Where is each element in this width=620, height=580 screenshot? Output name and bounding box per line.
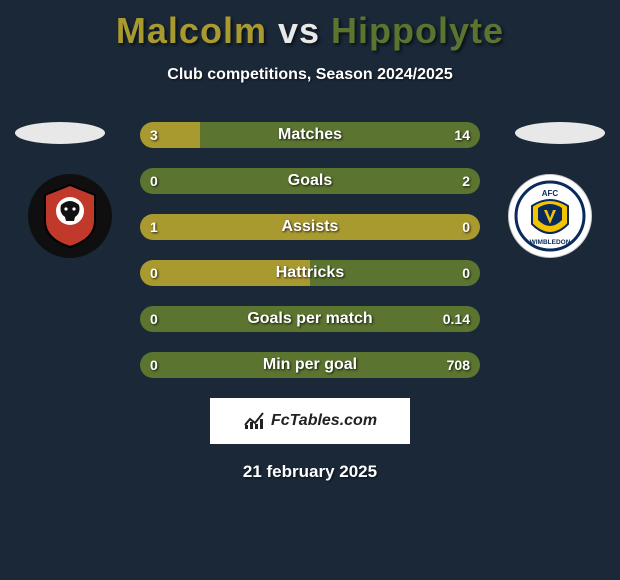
shield-lion-icon bbox=[41, 183, 99, 249]
brand-text: FcTables.com bbox=[271, 412, 377, 430]
page-title: Malcolm vs Hippolyte bbox=[0, 0, 620, 52]
brand-box[interactable]: FcTables.com bbox=[210, 398, 410, 444]
chart-icon bbox=[243, 411, 265, 431]
bar-row-goals: 02Goals bbox=[140, 168, 480, 194]
player-left-ellipse bbox=[15, 122, 105, 144]
bar-label: Matches bbox=[140, 122, 480, 148]
bar-row-goals-per-match: 00.14Goals per match bbox=[140, 306, 480, 332]
club-badge-right: AFC WIMBLEDON bbox=[508, 174, 592, 258]
afc-wimbledon-icon: AFC WIMBLEDON bbox=[514, 180, 586, 252]
date-text: 21 february 2025 bbox=[0, 462, 620, 482]
bar-label: Min per goal bbox=[140, 352, 480, 378]
svg-text:AFC: AFC bbox=[542, 189, 559, 198]
content-area: AFC WIMBLEDON 314Matches 02Goals 10Assists… bbox=[0, 122, 620, 482]
bar-row-min-per-goal: 0708Min per goal bbox=[140, 352, 480, 378]
bar-row-hattricks: 00Hattricks bbox=[140, 260, 480, 286]
bar-row-assists: 10Assists bbox=[140, 214, 480, 240]
player-right-ellipse bbox=[515, 122, 605, 144]
bar-row-matches: 314Matches bbox=[140, 122, 480, 148]
bar-label: Hattricks bbox=[140, 260, 480, 286]
title-vs: vs bbox=[278, 10, 320, 51]
subtitle: Club competitions, Season 2024/2025 bbox=[0, 66, 620, 84]
bar-label: Goals per match bbox=[140, 306, 480, 332]
svg-text:WIMBLEDON: WIMBLEDON bbox=[530, 239, 571, 246]
comparison-bars: 314Matches 02Goals 10Assists 00Hattricks 00.… bbox=[140, 122, 480, 378]
title-player1: Malcolm bbox=[116, 10, 267, 51]
bar-label: Assists bbox=[140, 214, 480, 240]
bar-label: Goals bbox=[140, 168, 480, 194]
title-player2: Hippolyte bbox=[331, 10, 504, 51]
club-badge-left bbox=[28, 174, 112, 258]
